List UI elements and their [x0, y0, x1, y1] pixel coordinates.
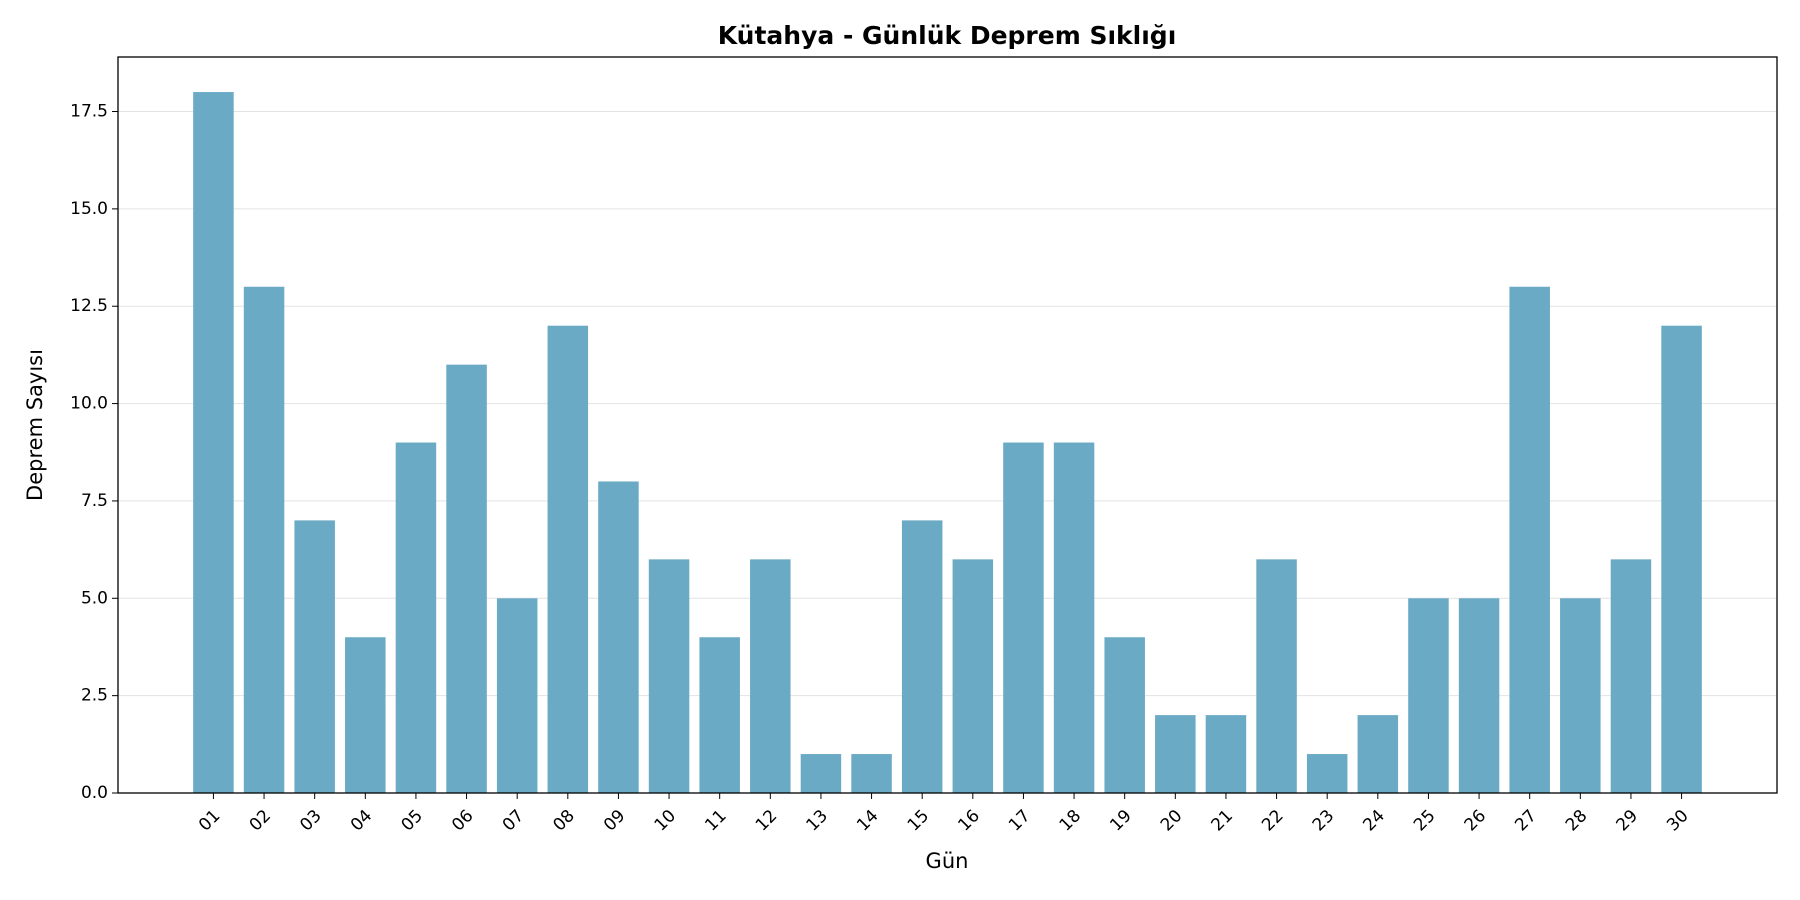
bar: [1205, 715, 1247, 793]
x-tick-label: 06: [448, 806, 477, 835]
y-tick-label: 12.5: [70, 296, 108, 316]
x-tick-label: 04: [347, 806, 376, 835]
bar: [1256, 559, 1297, 793]
bar: [1104, 637, 1145, 793]
bar: [952, 559, 994, 793]
x-tick-label: 08: [549, 806, 578, 835]
y-tick-label: 10.0: [70, 394, 108, 414]
x-tick-label: 20: [1157, 806, 1186, 835]
bar: [395, 442, 437, 793]
x-tick-label: 02: [246, 806, 275, 835]
x-tick-label: 01: [195, 806, 224, 835]
bar: [1560, 598, 1601, 793]
bar: [1661, 325, 1702, 793]
x-tick-label: 18: [1056, 806, 1085, 835]
x-tick-label: 24: [1359, 806, 1388, 835]
bar: [598, 481, 639, 793]
bar: [901, 520, 943, 793]
bar: [1509, 286, 1550, 793]
x-tick-label: 19: [1106, 806, 1135, 835]
bar: [294, 520, 335, 793]
bar: [800, 754, 842, 793]
bar: [1458, 598, 1500, 793]
x-tick-label: 11: [701, 806, 730, 835]
x-tick-label: 05: [398, 806, 427, 835]
y-tick-label: 5.0: [81, 588, 108, 608]
y-tick-label: 7.5: [81, 491, 108, 511]
bar: [1357, 715, 1399, 793]
bar: [345, 637, 386, 793]
x-tick-label: 29: [1613, 806, 1642, 835]
x-tick-label: 12: [752, 806, 781, 835]
x-tick-label: 21: [1208, 806, 1237, 835]
bar: [750, 559, 791, 793]
x-tick-label: 16: [954, 806, 983, 835]
x-tick-label: 28: [1562, 806, 1591, 835]
y-tick-label: 2.5: [81, 686, 108, 706]
x-tick-label: 27: [1511, 806, 1540, 835]
y-tick-label: 17.5: [70, 102, 108, 122]
x-axis-label: Gün: [926, 849, 969, 873]
bar: [648, 559, 690, 793]
y-tick-label: 0.0: [81, 783, 108, 803]
chart-title: Kütahya - Günlük Deprem Sıklığı: [718, 21, 1177, 50]
x-tick-label: 30: [1663, 806, 1692, 835]
bar: [243, 286, 285, 793]
bar: [1053, 442, 1095, 793]
x-tick-label: 10: [651, 806, 680, 835]
x-tick-label: 23: [1309, 806, 1338, 835]
bar: [1155, 715, 1196, 793]
y-tick-label: 15.0: [70, 199, 108, 219]
bar: [1306, 754, 1348, 793]
x-tick-label: 22: [1258, 806, 1287, 835]
y-axis-label: Deprem Sayısı: [23, 349, 47, 501]
x-tick-label: 15: [904, 806, 933, 835]
bar: [851, 754, 892, 793]
bar: [193, 92, 234, 794]
x-tick-label: 25: [1410, 806, 1439, 835]
bar: [496, 598, 538, 793]
bar: [1003, 442, 1044, 793]
bar: [1408, 598, 1449, 793]
x-tick-label: 14: [853, 806, 882, 835]
x-tick-label: 09: [600, 806, 629, 835]
bar: [547, 325, 589, 793]
bar: [446, 364, 487, 793]
x-tick-label: 26: [1461, 806, 1490, 835]
x-tick-label: 17: [1005, 806, 1034, 835]
bar: [1610, 559, 1652, 793]
x-tick-label: 13: [803, 806, 832, 835]
x-tick-label: 03: [296, 806, 325, 835]
x-tick-label: 07: [499, 806, 528, 835]
plot-frame: [117, 56, 1778, 794]
bar: [699, 637, 740, 793]
